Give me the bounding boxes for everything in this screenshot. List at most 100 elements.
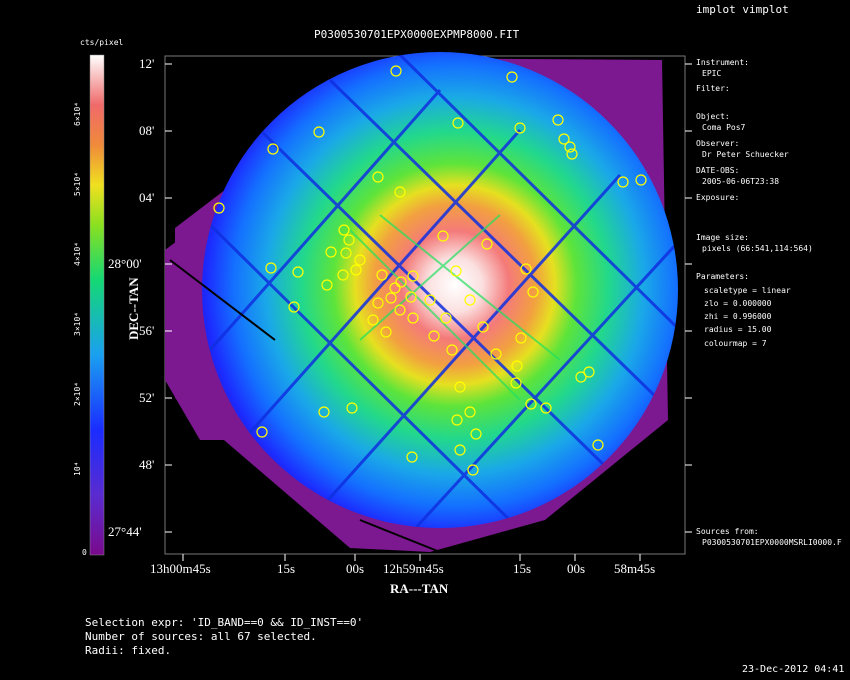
image-size-label: Image size: [696,233,749,242]
source-circle [451,414,463,426]
source-circle [390,65,402,77]
y-axis-label: DEC--TAN [126,277,141,340]
colorbar-tick: 5×10⁴ [73,171,82,196]
source-circle [437,230,449,242]
colorbar-tick: 0 [82,548,87,557]
param-zlo: zlo = 0.000000 [704,299,772,308]
timestamp: 23-Dec-2012 04:41 [742,664,845,675]
source-circle [552,114,564,126]
source-circle [428,330,440,342]
radii-note: Radii: fixed. [85,644,172,657]
source-circle [389,282,401,294]
source-circle [354,254,366,266]
source-circle [340,247,352,259]
source-circle [477,321,489,333]
colorbar-tick: 10⁴ [73,461,82,476]
y-tick-label: 27°44' [108,524,142,539]
source-circle [424,294,436,306]
x-tick-label: 58m45s [614,561,656,576]
source-circle [525,398,537,410]
source-circle [346,402,358,414]
source-circle [325,246,337,258]
param-scaletype: scaletype = linear [704,286,791,295]
source-circle [515,332,527,344]
source-circle [514,122,526,134]
source-circle [617,176,629,188]
colorbar-tick: 2×10⁴ [73,381,82,406]
object-value: Coma Pos7 [702,123,746,132]
source-circle [395,276,407,288]
source-circle [292,266,304,278]
y-tick-label: 04' [139,190,155,205]
source-circle [592,439,604,451]
source-circle [385,292,397,304]
x-tick-label: 12h59m45s [383,561,444,576]
source-circle [405,291,417,303]
source-count: Number of sources: all 67 selected. [85,630,317,643]
source-circle [481,238,493,250]
source-circle [490,348,502,360]
filter-label: Filter: [696,84,730,93]
sources-label: Sources from: [696,527,759,536]
y-tick-label: 48' [139,457,155,472]
exposure-map [165,52,678,553]
source-circle [635,174,647,186]
param-radius: radius = 15.00 [704,325,772,334]
exposure-label: Exposure: [696,193,740,202]
x-tick-label: 00s [346,561,365,576]
source-circle [267,143,279,155]
source-circle [510,377,522,389]
source-circle [527,286,539,298]
source-circle [467,464,479,476]
source-circle [265,262,277,274]
selection-expression: Selection expr: 'ID_BAND==0 && ID_INST==… [85,616,364,629]
date-value: 2005-06-06T23:38 [702,177,780,186]
instrument-value: EPIC [702,69,722,78]
parameters-label: Parameters: [696,272,749,281]
x-tick-label: 13h00m45s [150,561,211,576]
source-circle [288,301,300,313]
source-circle [566,148,578,160]
colorbar-tick: 6×10⁴ [73,101,82,126]
source-circle [575,371,587,383]
image-size-value: pixels (66:541,114:564) [702,244,813,253]
source-circle [350,264,362,276]
source-circle [540,402,552,414]
source-circle [511,360,523,372]
source-circle [213,202,225,214]
instrument-label: Instrument: [696,58,749,67]
y-tick-label: 56' [139,323,155,338]
param-zhi: zhi = 0.996000 [704,312,772,321]
source-circle [321,279,333,291]
source-circle [338,224,350,236]
param-colourmap: colourmap = 7 [704,339,767,348]
y-tick-label: 28°00' [108,256,142,271]
source-circle [520,263,532,275]
source-markers [213,65,647,476]
source-circle [454,444,466,456]
source-circle [452,117,464,129]
source-circle [464,294,476,306]
source-circle [372,171,384,183]
source-circle [376,269,388,281]
source-circle [564,141,576,153]
x-tick-label: 15s [277,561,296,576]
source-circle [464,406,476,418]
source-circle [454,381,466,393]
source-circle [440,312,452,324]
source-circle [343,234,355,246]
source-circle [367,314,379,326]
y-tick-label: 52' [139,390,155,405]
source-circle [256,426,268,438]
source-circle [394,304,406,316]
source-circle [450,265,462,277]
source-circle [558,133,570,145]
date-label: DATE-OBS: [696,166,740,175]
observer-label: Observer: [696,139,740,148]
source-circle [470,428,482,440]
sources-value: P0300530701EPX0000MSRLI0000.F [702,538,842,547]
x-tick-label: 15s [513,561,532,576]
colorbar-tick: 3×10⁴ [73,311,82,336]
source-circle [372,297,384,309]
source-circle [407,312,419,324]
